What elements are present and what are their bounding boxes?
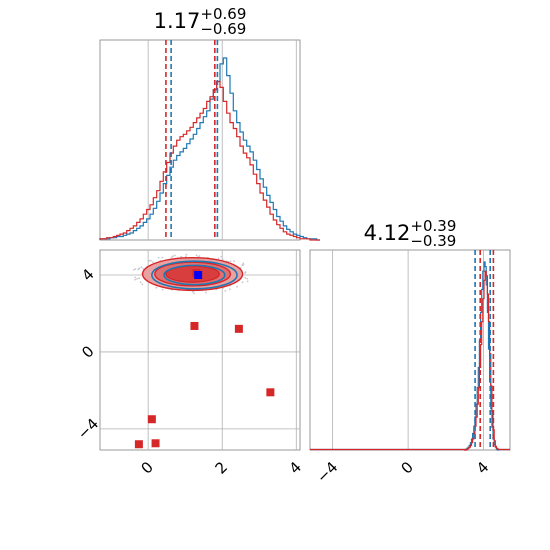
sample-point: [141, 283, 144, 286]
sample-point: [236, 285, 238, 288]
sample-point: [136, 277, 139, 280]
panel-bottom-left: [99, 249, 301, 451]
sample-point: [150, 259, 152, 262]
sample-point: [244, 276, 247, 279]
sample-point: [174, 254, 176, 257]
sample-point: [246, 280, 249, 283]
x-tick-label: 4: [473, 458, 492, 477]
markers: [134, 269, 275, 449]
sample-point: [148, 260, 151, 262]
sample-point: [242, 262, 245, 265]
sample-point: [185, 253, 188, 256]
title-bottom-right: 4.12+0.39 −0.39: [364, 217, 457, 250]
sample-point: [198, 255, 201, 257]
sample-point: [170, 256, 173, 259]
sample-point: [241, 281, 244, 284]
sample-point: [217, 257, 220, 260]
sample-point: [229, 260, 232, 263]
sample-point: [229, 288, 231, 291]
blue-marker: [194, 271, 203, 279]
sample-point: [138, 267, 141, 270]
sample-point: [195, 254, 198, 257]
sample-point: [224, 289, 227, 292]
sample-point: [205, 291, 207, 294]
histograms-top-left: [99, 57, 320, 241]
sample-point: [134, 268, 137, 270]
sample-point: [161, 288, 164, 291]
sample-point: [241, 264, 244, 267]
red-marker: [151, 439, 160, 448]
sample-point: [244, 271, 247, 274]
title-plus: +0.39: [410, 217, 456, 235]
red-marker: [190, 321, 199, 330]
sample-point: [140, 266, 143, 269]
sample-point: [133, 269, 135, 271]
sample-point: [155, 286, 158, 289]
title-minus: −0.69: [200, 20, 246, 38]
sample-point: [180, 255, 183, 258]
y-tick-label: 0: [78, 342, 97, 361]
sample-point: [172, 255, 174, 257]
red-marker: [147, 415, 156, 424]
histogram-series-1: [99, 80, 320, 241]
sample-point: [134, 276, 137, 279]
sample-point: [134, 278, 137, 281]
x-tick-label: 2: [212, 458, 231, 477]
panel-bottom-right: [309, 249, 511, 451]
x-tick-label: −4: [313, 458, 341, 486]
sample-point: [139, 281, 142, 284]
contour-blue-1: [163, 264, 226, 286]
sample-point: [161, 256, 164, 259]
sample-point: [157, 256, 160, 259]
panel-top-left: [99, 39, 320, 241]
sample-point: [151, 261, 154, 263]
red-marker: [134, 440, 143, 449]
sample-point: [191, 290, 194, 293]
title-minus: −0.39: [410, 232, 456, 250]
x-tick-label: 0: [397, 458, 416, 477]
red-marker: [234, 324, 243, 333]
sample-point: [193, 292, 195, 295]
sample-point: [138, 277, 141, 280]
x-tick-label: 0: [137, 458, 156, 477]
x-tick-label: 4: [286, 458, 305, 477]
title-value: 4.12: [364, 221, 411, 245]
sample-point: [233, 260, 236, 262]
sample-point: [220, 255, 223, 258]
sample-point: [221, 258, 224, 261]
grid-top-left: [147, 40, 297, 240]
sample-point: [246, 277, 249, 280]
y-tick-label: 4: [78, 265, 97, 284]
quantile-lines-top-left: [165, 40, 219, 240]
sample-point: [137, 268, 140, 271]
title-top-left: 1.17+0.69 −0.69: [154, 5, 247, 38]
contour-blue-0: [151, 260, 238, 290]
title-plus: +0.69: [200, 5, 246, 23]
title-value: 1.17: [154, 9, 201, 33]
y-tick-label: −4: [74, 415, 102, 443]
quantile-lines-bottom-right: [474, 250, 495, 450]
red-marker: [266, 388, 275, 397]
